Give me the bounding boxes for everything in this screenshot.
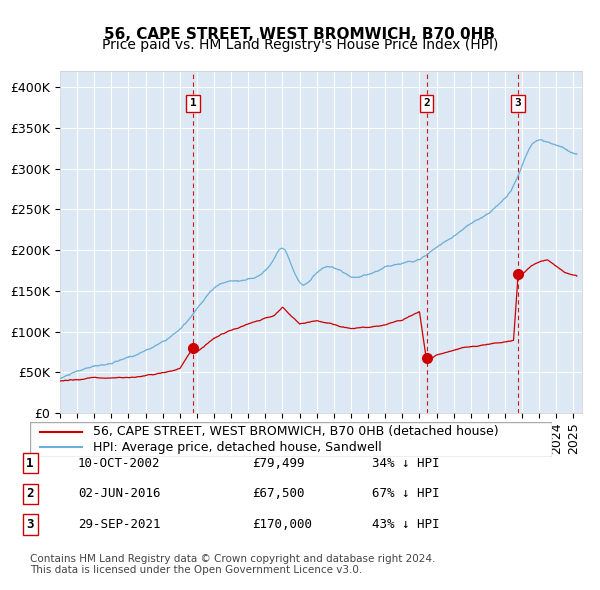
Text: £67,500: £67,500 <box>252 487 305 500</box>
Text: 02-JUN-2016: 02-JUN-2016 <box>78 487 161 500</box>
Text: 56, CAPE STREET, WEST BROMWICH, B70 0HB: 56, CAPE STREET, WEST BROMWICH, B70 0HB <box>104 27 496 41</box>
Text: 3: 3 <box>26 518 34 531</box>
Text: 29-SEP-2021: 29-SEP-2021 <box>78 518 161 531</box>
Text: 43% ↓ HPI: 43% ↓ HPI <box>372 518 439 531</box>
Text: Contains HM Land Registry data © Crown copyright and database right 2024.
This d: Contains HM Land Registry data © Crown c… <box>30 553 436 575</box>
FancyBboxPatch shape <box>30 422 552 457</box>
Text: 67% ↓ HPI: 67% ↓ HPI <box>372 487 439 500</box>
Text: £79,499: £79,499 <box>252 457 305 470</box>
Text: 3: 3 <box>514 99 521 109</box>
Text: HPI: Average price, detached house, Sandwell: HPI: Average price, detached house, Sand… <box>92 441 382 454</box>
Text: 34% ↓ HPI: 34% ↓ HPI <box>372 457 439 470</box>
Text: Price paid vs. HM Land Registry's House Price Index (HPI): Price paid vs. HM Land Registry's House … <box>102 38 498 53</box>
Text: 2: 2 <box>423 99 430 109</box>
Text: 2: 2 <box>26 487 34 500</box>
Text: 1: 1 <box>26 457 34 470</box>
Text: 1: 1 <box>190 99 197 109</box>
Text: £170,000: £170,000 <box>252 518 312 531</box>
Text: 56, CAPE STREET, WEST BROMWICH, B70 0HB (detached house): 56, CAPE STREET, WEST BROMWICH, B70 0HB … <box>92 425 498 438</box>
Text: 10-OCT-2002: 10-OCT-2002 <box>78 457 161 470</box>
